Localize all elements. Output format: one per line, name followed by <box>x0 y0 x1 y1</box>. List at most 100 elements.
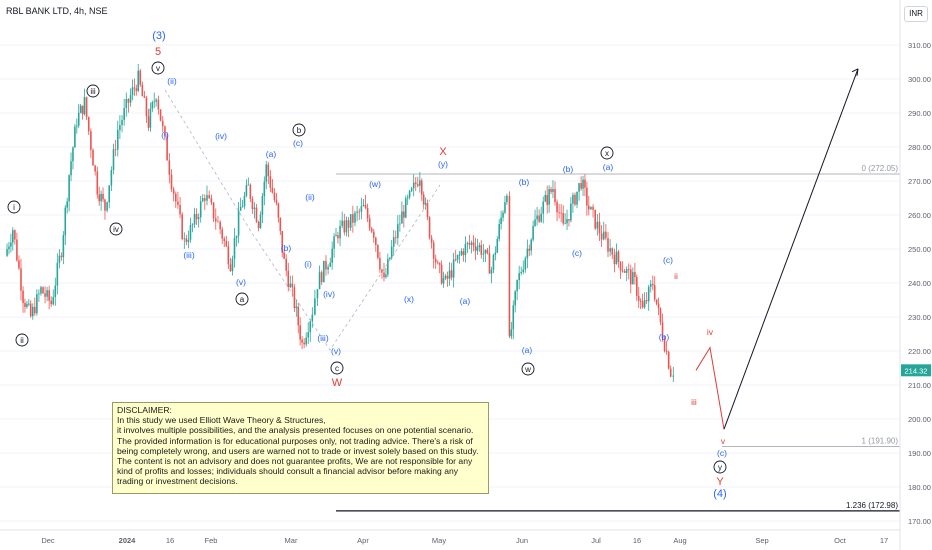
candle-body <box>456 254 459 260</box>
candle-body <box>112 149 115 171</box>
candle-body <box>6 249 8 256</box>
candle-body <box>68 175 70 202</box>
candle-body <box>223 238 226 242</box>
wave-label-black: ii <box>20 336 24 345</box>
candle-body <box>98 194 100 202</box>
candle-body <box>251 198 254 209</box>
candle-body <box>48 290 50 301</box>
candle-body <box>652 283 654 286</box>
candle-body <box>36 294 38 314</box>
candle-body <box>518 273 520 281</box>
candle-body <box>564 223 566 225</box>
candle-body <box>408 190 411 198</box>
candle-body <box>210 198 213 203</box>
candle-body <box>438 263 441 265</box>
wave-label-blue: (c) <box>293 138 303 148</box>
candle-body <box>440 264 443 284</box>
candle-body <box>364 205 367 209</box>
wave-label-blue: (y) <box>438 159 448 169</box>
wave-label-blue: (b) <box>659 332 670 342</box>
candle-body <box>185 238 188 242</box>
wave-circle <box>292 123 306 137</box>
candle-body <box>470 242 473 245</box>
wave-label-blue: (i) <box>304 259 312 269</box>
candle-body <box>325 260 327 270</box>
candle-body <box>381 269 383 273</box>
candle-body <box>362 205 365 207</box>
candle-body <box>307 332 310 338</box>
candle-body <box>331 248 333 263</box>
candle-body <box>318 272 321 290</box>
candle-body <box>394 237 397 239</box>
x-tick-label: 16 <box>166 536 174 545</box>
candle-body <box>428 217 431 238</box>
projection-path <box>164 68 859 430</box>
y-tick-label: 200.00 <box>908 415 931 424</box>
candle-body <box>629 269 632 285</box>
candle-body <box>305 337 307 345</box>
wave-label-blue: (ii) <box>305 192 315 202</box>
candle-body <box>208 195 210 199</box>
wave-label-blue: (iii) <box>317 333 328 343</box>
candle-body <box>38 293 40 295</box>
candle-body <box>478 245 481 248</box>
candle-body <box>488 253 491 274</box>
wave-label-black: b <box>297 126 302 135</box>
candle-body <box>450 270 453 278</box>
candle-body <box>607 238 609 252</box>
candle-body <box>530 239 532 251</box>
x-tick-label: Jun <box>516 536 528 545</box>
candle-body <box>392 237 395 247</box>
candle-body <box>368 218 371 229</box>
wave-label-black: a <box>240 295 245 304</box>
candle-body <box>273 192 276 201</box>
candle-body <box>157 99 160 110</box>
candle-body <box>406 197 409 199</box>
candle-body <box>335 235 337 237</box>
symbol-title[interactable]: RBL BANK LTD, 4h, NSE <box>6 6 108 16</box>
candle-body <box>285 258 288 271</box>
candle-body <box>639 300 642 302</box>
candle-body <box>64 207 67 236</box>
wave-label-black: iii <box>90 87 96 96</box>
candle-body <box>655 299 658 304</box>
wave-circle <box>235 292 249 306</box>
candle-body <box>137 70 140 91</box>
candle-body <box>219 221 221 230</box>
candle-body <box>189 225 192 240</box>
candle-body <box>237 210 240 236</box>
wave-label-blue: (a) <box>603 162 614 172</box>
candle-body <box>265 164 268 182</box>
currency-badge[interactable]: INR <box>904 6 928 22</box>
candle-body <box>397 224 399 238</box>
wave-label-blue: (c) <box>717 448 727 458</box>
x-tick-label: Jul <box>591 536 601 545</box>
candle-body <box>667 351 670 369</box>
candle-body <box>446 275 449 279</box>
candle-body <box>193 213 196 225</box>
candle-body <box>125 99 128 109</box>
candle-body <box>385 274 387 278</box>
last-price-label: 214.32 <box>905 366 928 375</box>
candle-body <box>516 280 518 292</box>
candle-body <box>580 183 582 189</box>
wave-label-red: W <box>332 377 343 389</box>
x-tick-label: Feb <box>205 536 218 545</box>
candle-body <box>20 268 22 291</box>
wave-label-blue: (c) <box>572 248 582 258</box>
candle-body <box>476 247 479 251</box>
y-tick-label: 230.00 <box>908 313 931 322</box>
candle-body <box>299 325 301 340</box>
y-tick-label: 220.00 <box>908 347 931 356</box>
candle-body <box>62 235 65 258</box>
candle-body <box>225 241 228 247</box>
candle-body <box>388 257 391 260</box>
wave-label-red: iv <box>707 327 714 337</box>
candle-body <box>187 239 190 242</box>
candle-body <box>26 303 28 307</box>
candle-body <box>584 179 586 188</box>
candle-body <box>474 245 477 251</box>
candle-body <box>121 120 123 126</box>
candle-body <box>592 206 594 210</box>
